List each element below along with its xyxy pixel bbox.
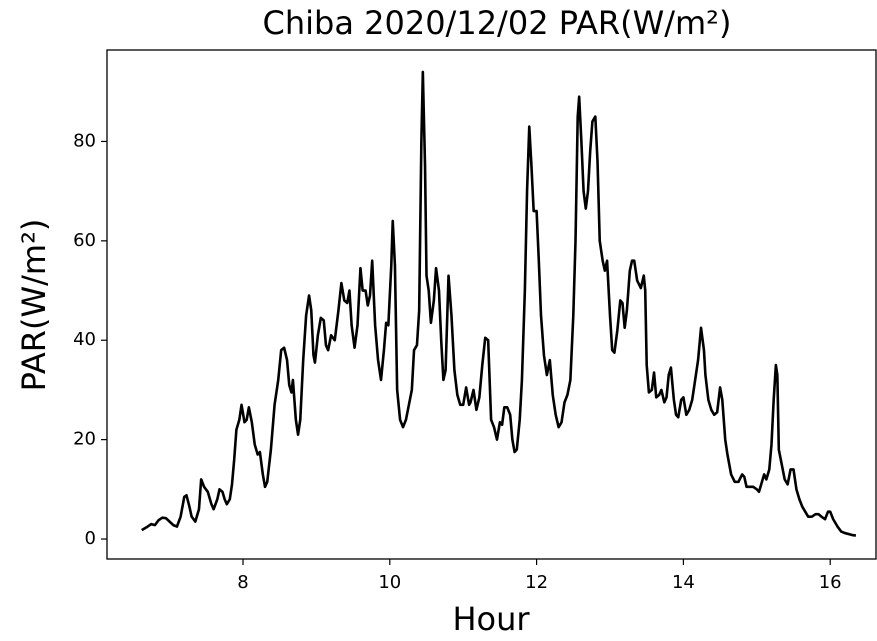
x-tick-label: 16 bbox=[819, 572, 842, 593]
y-tick-label: 0 bbox=[85, 528, 96, 549]
data-line bbox=[141, 70, 857, 537]
y-tick-label: 40 bbox=[73, 329, 96, 350]
y-tick-label: 80 bbox=[73, 130, 96, 151]
x-tick-label: 14 bbox=[672, 572, 695, 593]
x-tick-label: 8 bbox=[237, 572, 248, 593]
y-tick-label: 60 bbox=[73, 230, 96, 251]
y-axis-label: PAR(W/m²) bbox=[15, 219, 53, 392]
y-tick-label: 20 bbox=[73, 429, 96, 450]
chart-title: Chiba 2020/12/02 PAR(W/m²) bbox=[263, 4, 732, 42]
x-tick-label: 10 bbox=[378, 572, 401, 593]
x-tick-label: 12 bbox=[525, 572, 548, 593]
x-axis-label: Hour bbox=[452, 600, 530, 638]
plot-frame bbox=[106, 49, 877, 560]
